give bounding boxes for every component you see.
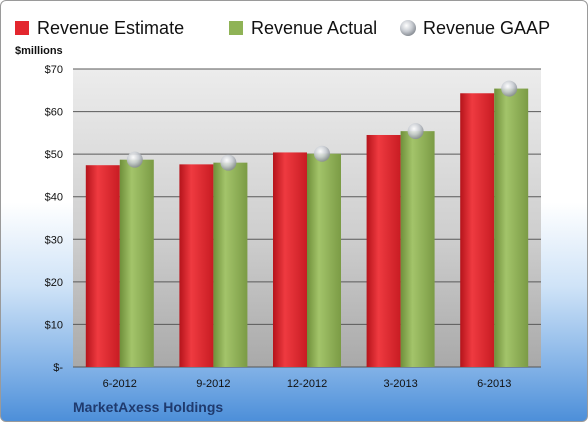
bar-revenue-actual (400, 131, 435, 367)
bar-revenue-estimate (273, 152, 307, 367)
marker-revenue-gaap (314, 145, 330, 162)
bar-revenue-estimate (85, 165, 120, 367)
y-tick-label: $60 (45, 107, 63, 119)
legend-swatch (400, 20, 416, 36)
x-tick-label: 12-2012 (287, 378, 327, 390)
x-tick-label: 3-2013 (383, 378, 417, 390)
x-tick-label: 6-2012 (103, 378, 137, 390)
y-tick-label: $40 (45, 192, 63, 204)
y-tick-label: $20 (45, 277, 63, 289)
legend-swatch (15, 21, 29, 35)
y-tick-label: $30 (45, 234, 63, 246)
bar-revenue-estimate (179, 164, 214, 367)
y-tick-label: $70 (45, 64, 63, 76)
legend-label: Revenue Actual (251, 18, 377, 38)
y-tick-label: $50 (45, 149, 63, 161)
marker-revenue-gaap (501, 80, 518, 97)
x-tick-label: 6-2013 (477, 378, 511, 390)
x-tick-label: 9-2012 (196, 378, 230, 390)
bar-revenue-actual (213, 162, 248, 367)
bar-revenue-estimate (366, 134, 401, 367)
legend-label: Revenue GAAP (423, 18, 550, 38)
y-tick-label: $10 (45, 319, 63, 331)
bar-revenue-actual (307, 153, 341, 367)
company-label: MarketAxess Holdings (73, 399, 223, 415)
bar-revenue-estimate (460, 93, 495, 367)
legend-swatch (229, 21, 243, 35)
bar-revenue-actual (494, 88, 529, 367)
marker-revenue-gaap (407, 123, 424, 140)
y-tick-label: $- (53, 362, 63, 374)
marker-revenue-gaap (220, 154, 237, 171)
bar-revenue-actual (119, 159, 154, 367)
y-unit-label: $millions (15, 45, 63, 57)
marker-revenue-gaap (126, 151, 143, 168)
legend-label: Revenue Estimate (37, 18, 184, 38)
